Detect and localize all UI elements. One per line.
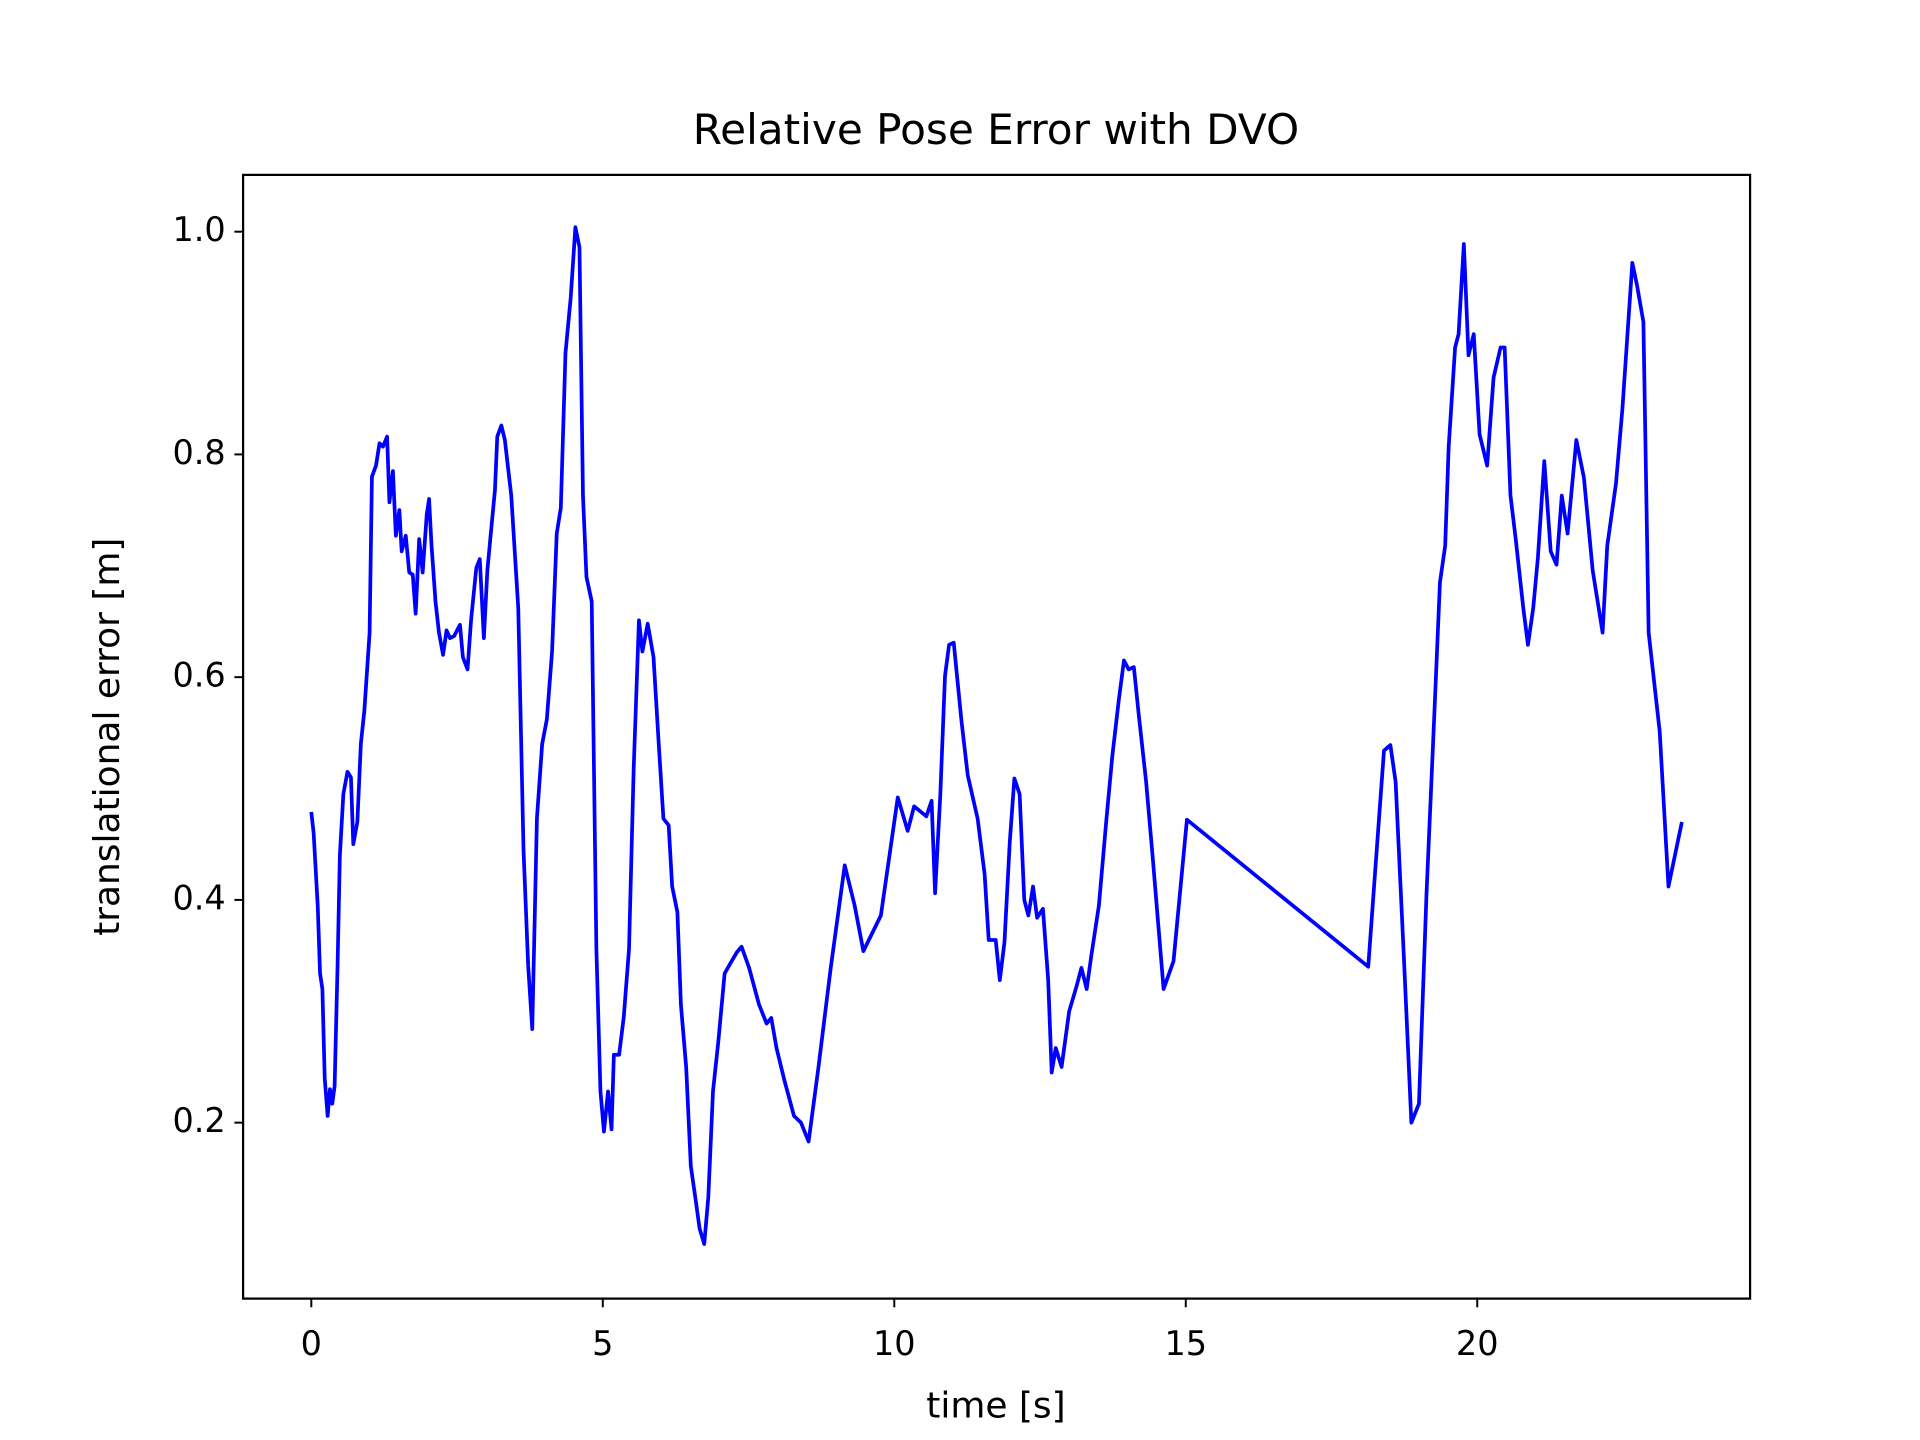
y-tick-label: 0.6 bbox=[173, 656, 226, 695]
chart-title: Relative Pose Error with DVO bbox=[693, 105, 1299, 154]
y-tick-label: 0.8 bbox=[173, 433, 226, 472]
x-tick-label: 5 bbox=[592, 1324, 613, 1363]
y-tick-label: 1.0 bbox=[173, 210, 226, 249]
x-tick-label: 15 bbox=[1164, 1324, 1207, 1363]
x-axis-label: time [s] bbox=[926, 1386, 1065, 1427]
x-tick-label: 20 bbox=[1456, 1324, 1499, 1363]
y-tick-label: 0.4 bbox=[173, 878, 226, 917]
x-tick-label: 0 bbox=[301, 1324, 322, 1363]
data-line bbox=[309, 225, 1684, 1246]
x-tick-label: 10 bbox=[873, 1324, 916, 1363]
y-tick-label: 0.2 bbox=[173, 1101, 226, 1140]
y-axis-label: translational error [m] bbox=[87, 538, 128, 936]
plot-frame bbox=[241, 173, 1752, 1300]
